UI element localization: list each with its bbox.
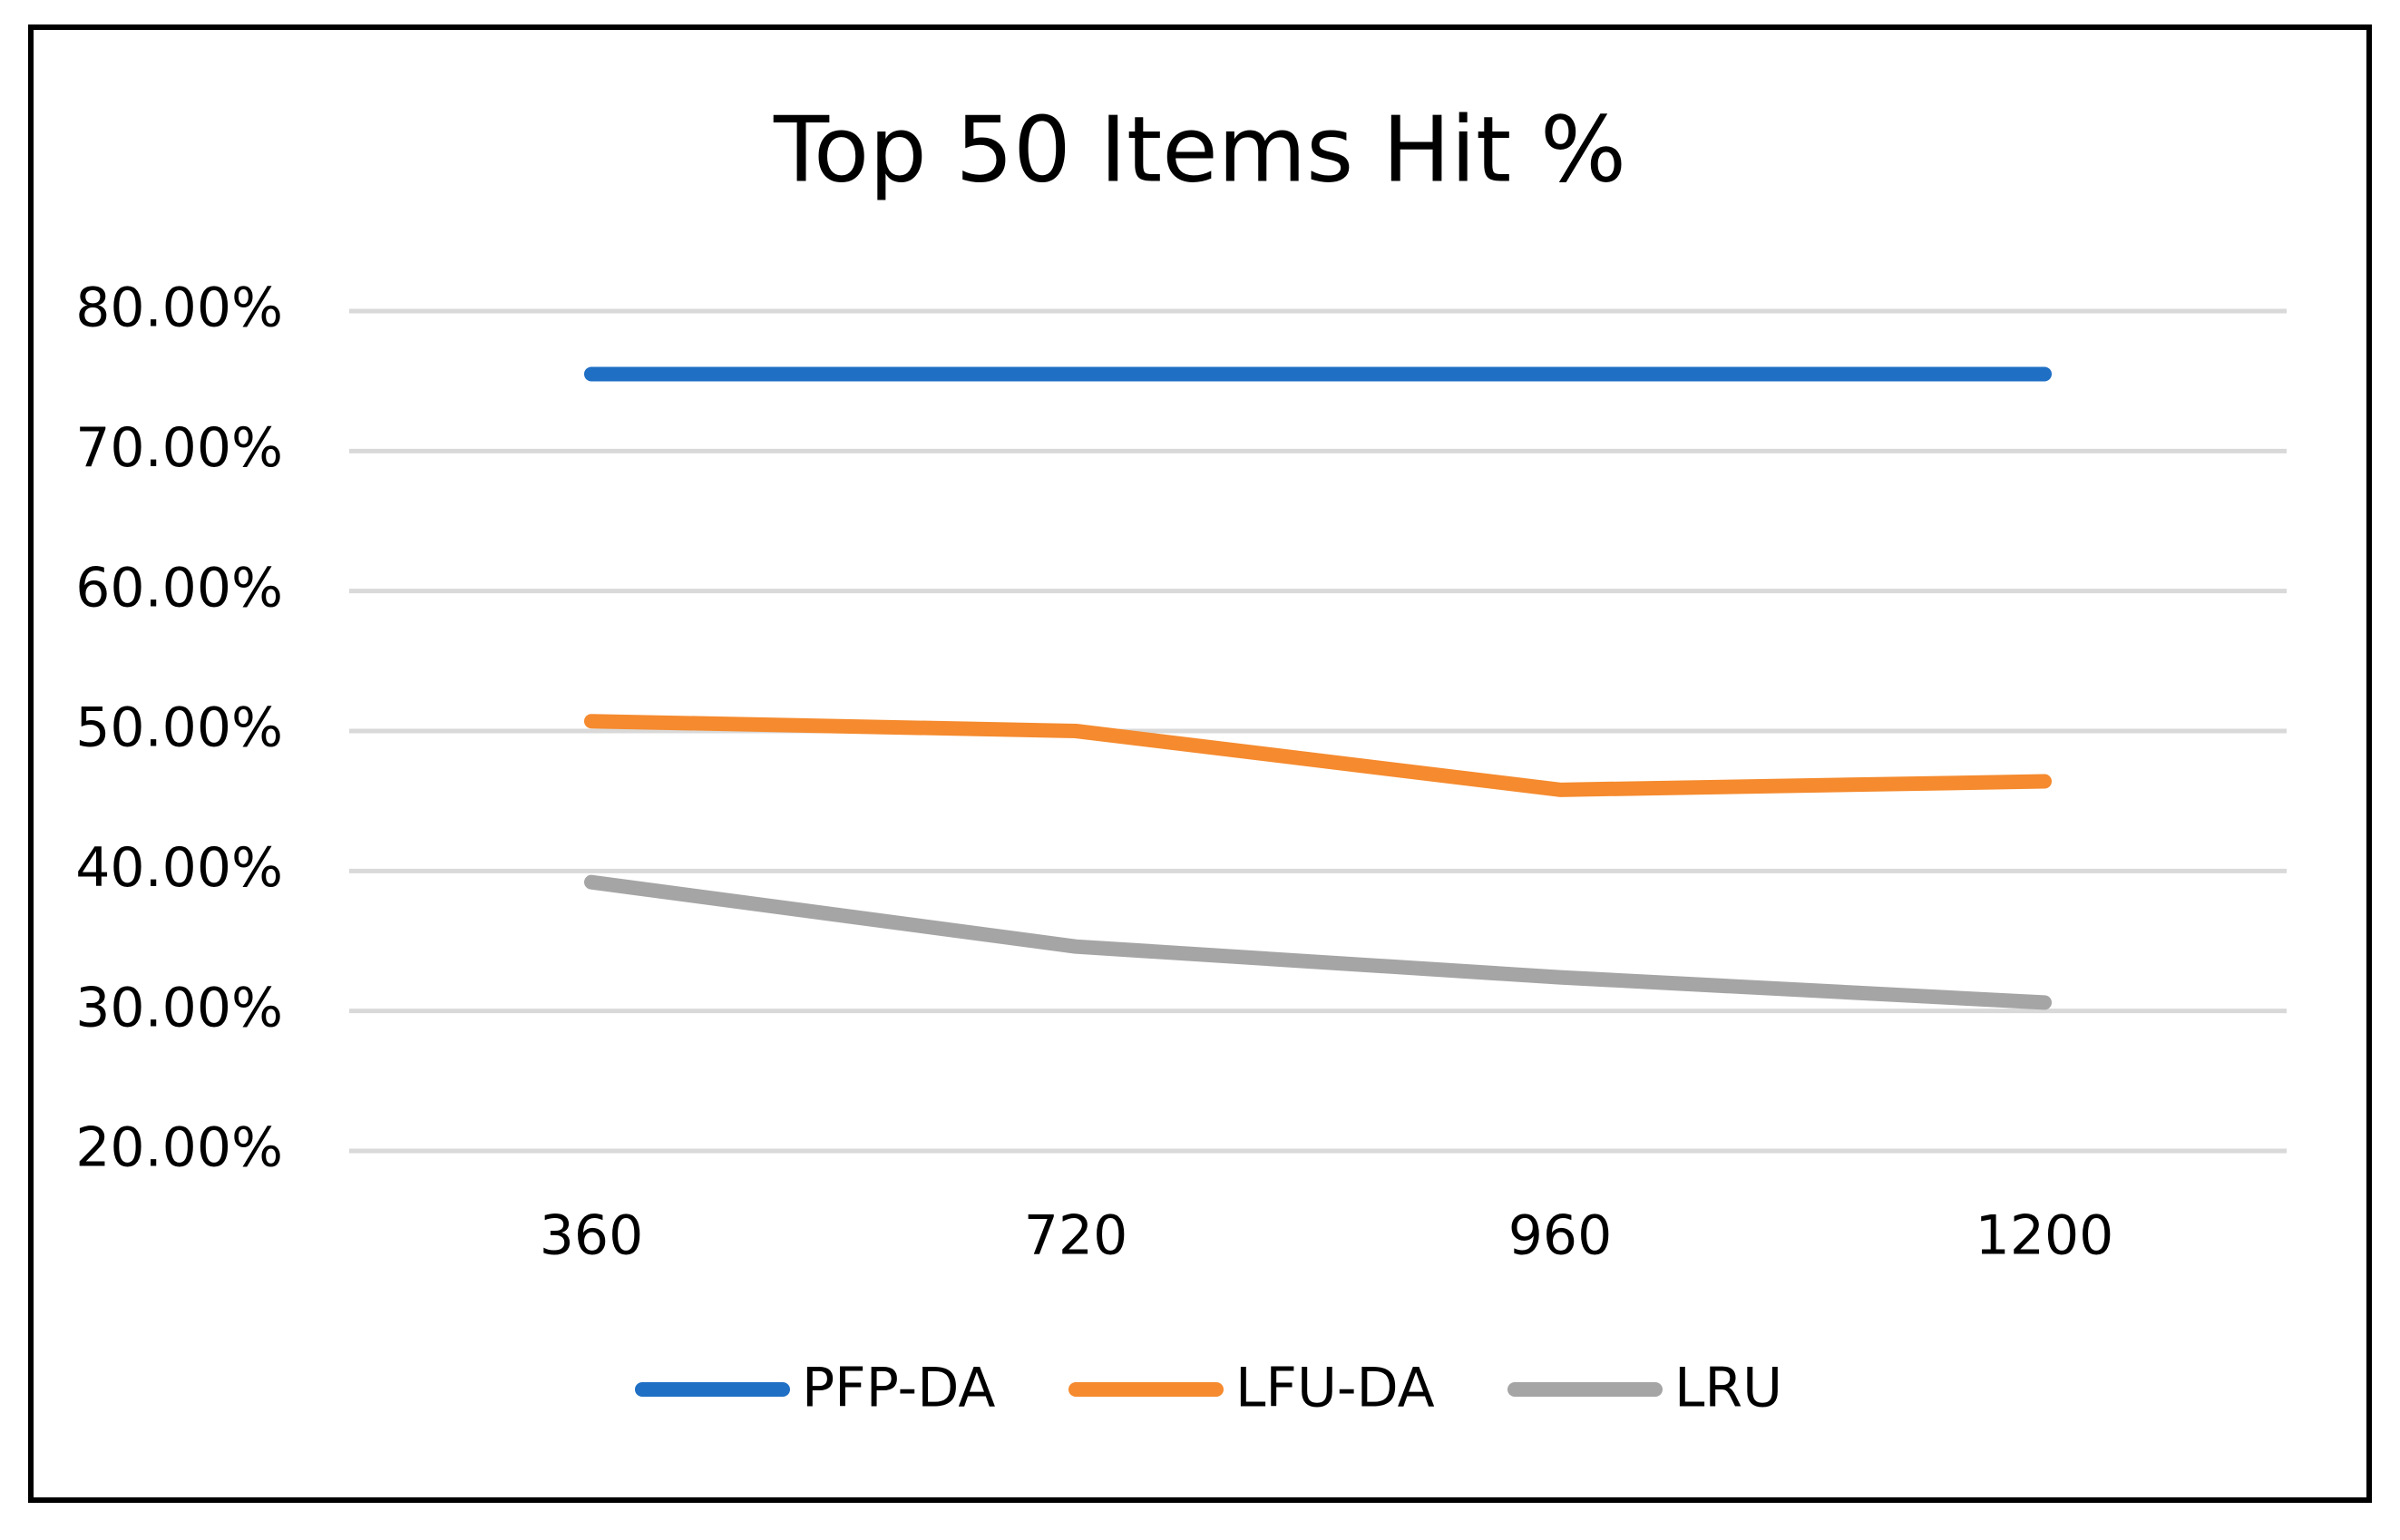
y-tick-label: 50.00% [75, 697, 283, 760]
x-tick-label: 720 [1024, 1204, 1128, 1268]
y-tick-label: 40.00% [75, 836, 283, 900]
series-line [584, 874, 2052, 1010]
x-tick-label: 1200 [1976, 1204, 2114, 1268]
legend-label: LRU [1674, 1357, 1782, 1420]
y-tick-label: 60.00% [75, 556, 283, 619]
y-tick-label: 70.00% [75, 416, 283, 480]
y-tick-label: 30.00% [75, 976, 283, 1039]
y-tick-label: 80.00% [75, 277, 283, 340]
chart-title: Top 50 Items Hit % [773, 96, 1626, 202]
series-line [584, 714, 2052, 797]
x-tick-label: 360 [540, 1204, 644, 1268]
legend-label: PFP-DA [802, 1357, 995, 1420]
chart-border [28, 24, 2372, 1503]
legend-label: LFU-DA [1235, 1357, 1435, 1420]
y-tick-label: 20.00% [75, 1116, 283, 1180]
x-tick-label: 960 [1508, 1204, 1613, 1268]
